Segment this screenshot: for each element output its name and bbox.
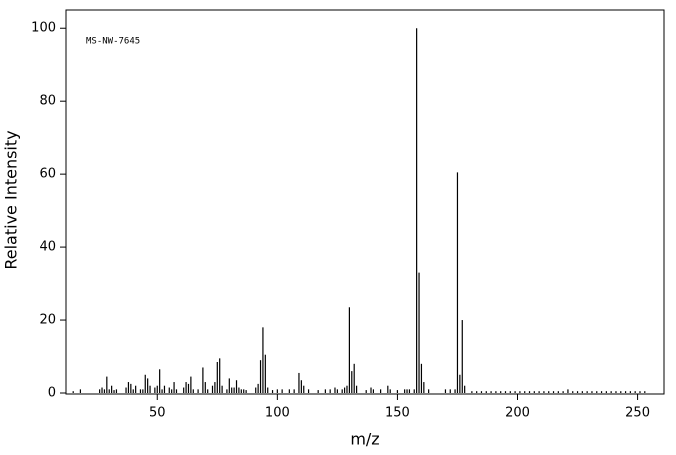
x-tick-label: 150 [385,406,410,421]
y-axis-label: Relative Intensity [2,130,21,269]
y-tick-label: 20 [39,313,56,328]
y-tick-label: 0 [48,386,56,401]
annotation: MS-NW-7645 [86,37,140,47]
x-tick-label: 200 [505,406,530,421]
plot-frame [65,9,665,395]
y-tick-label: 100 [31,21,56,36]
x-axis-label: m/z [350,430,379,449]
x-tick-label: 250 [625,406,650,421]
y-tick-label: 60 [39,167,56,182]
x-tick-label: 50 [149,406,166,421]
y-tick-label: 40 [39,240,56,255]
y-tick-label: 80 [39,94,56,109]
x-tick-label: 100 [265,406,290,421]
